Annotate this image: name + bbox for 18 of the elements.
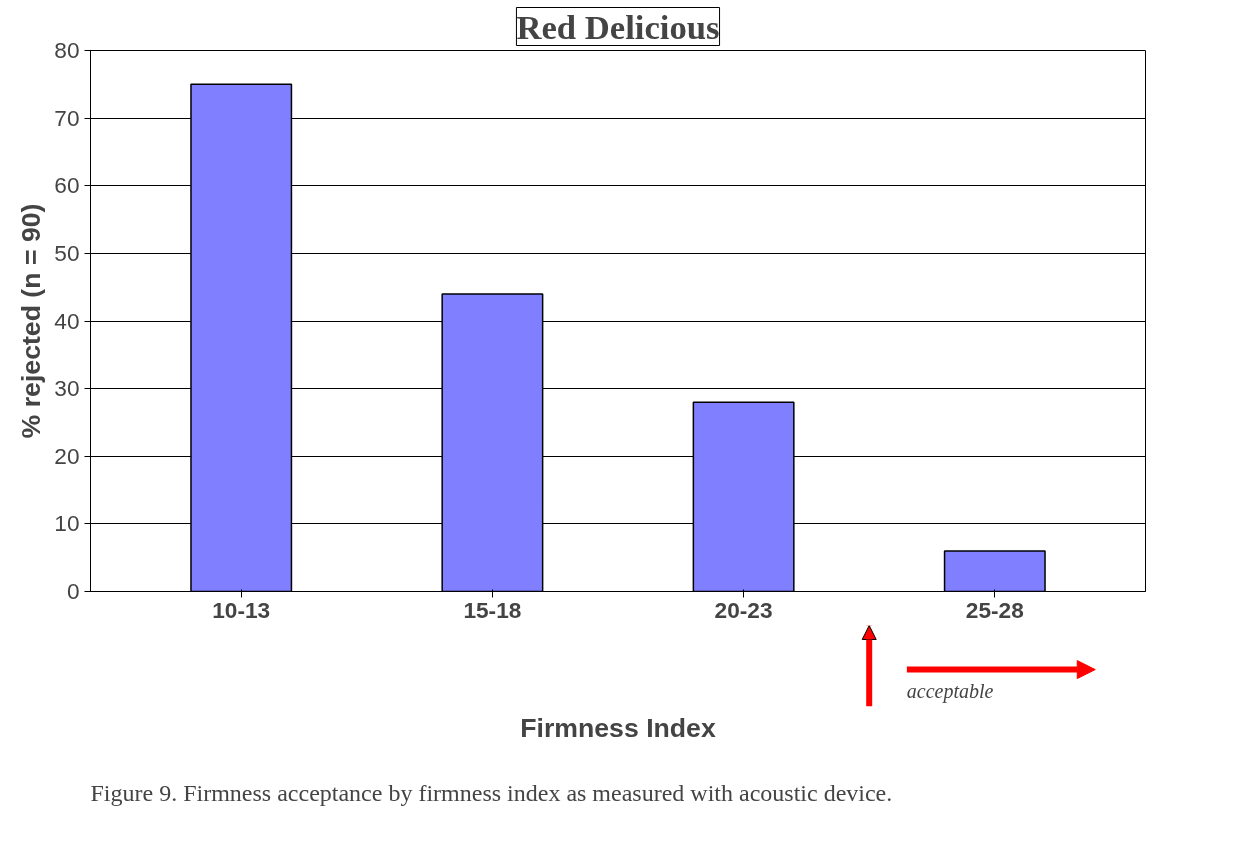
x-tick-label: 20-23 <box>714 596 773 623</box>
y-tick-label: 70 <box>54 104 80 131</box>
x-axis-title: Firmness Index <box>520 713 716 744</box>
x-tick-label: 10-13 <box>212 596 271 623</box>
y-tick-label: 0 <box>66 578 80 604</box>
y-tick-label: 30 <box>54 375 80 402</box>
y-tick-label: 10 <box>54 510 80 537</box>
x-tick-label: 25-28 <box>965 596 1024 623</box>
text: acceptable <box>906 679 994 703</box>
y-axis-title: % rejected (n = 90) <box>16 203 47 439</box>
y-tick-label: 20 <box>54 442 80 469</box>
y-tick-label: 80 <box>54 37 80 63</box>
caption: Figure 9. Firmness acceptance by firmness index as measured with acoustic device. <box>90 779 893 806</box>
x-tick-label: 15-18 <box>463 596 522 623</box>
chart-title: Red Delicious <box>516 7 720 46</box>
y-tick-label: 60 <box>54 172 80 199</box>
y-tick-label: 50 <box>54 239 80 266</box>
y-tick-label: 40 <box>54 307 80 334</box>
